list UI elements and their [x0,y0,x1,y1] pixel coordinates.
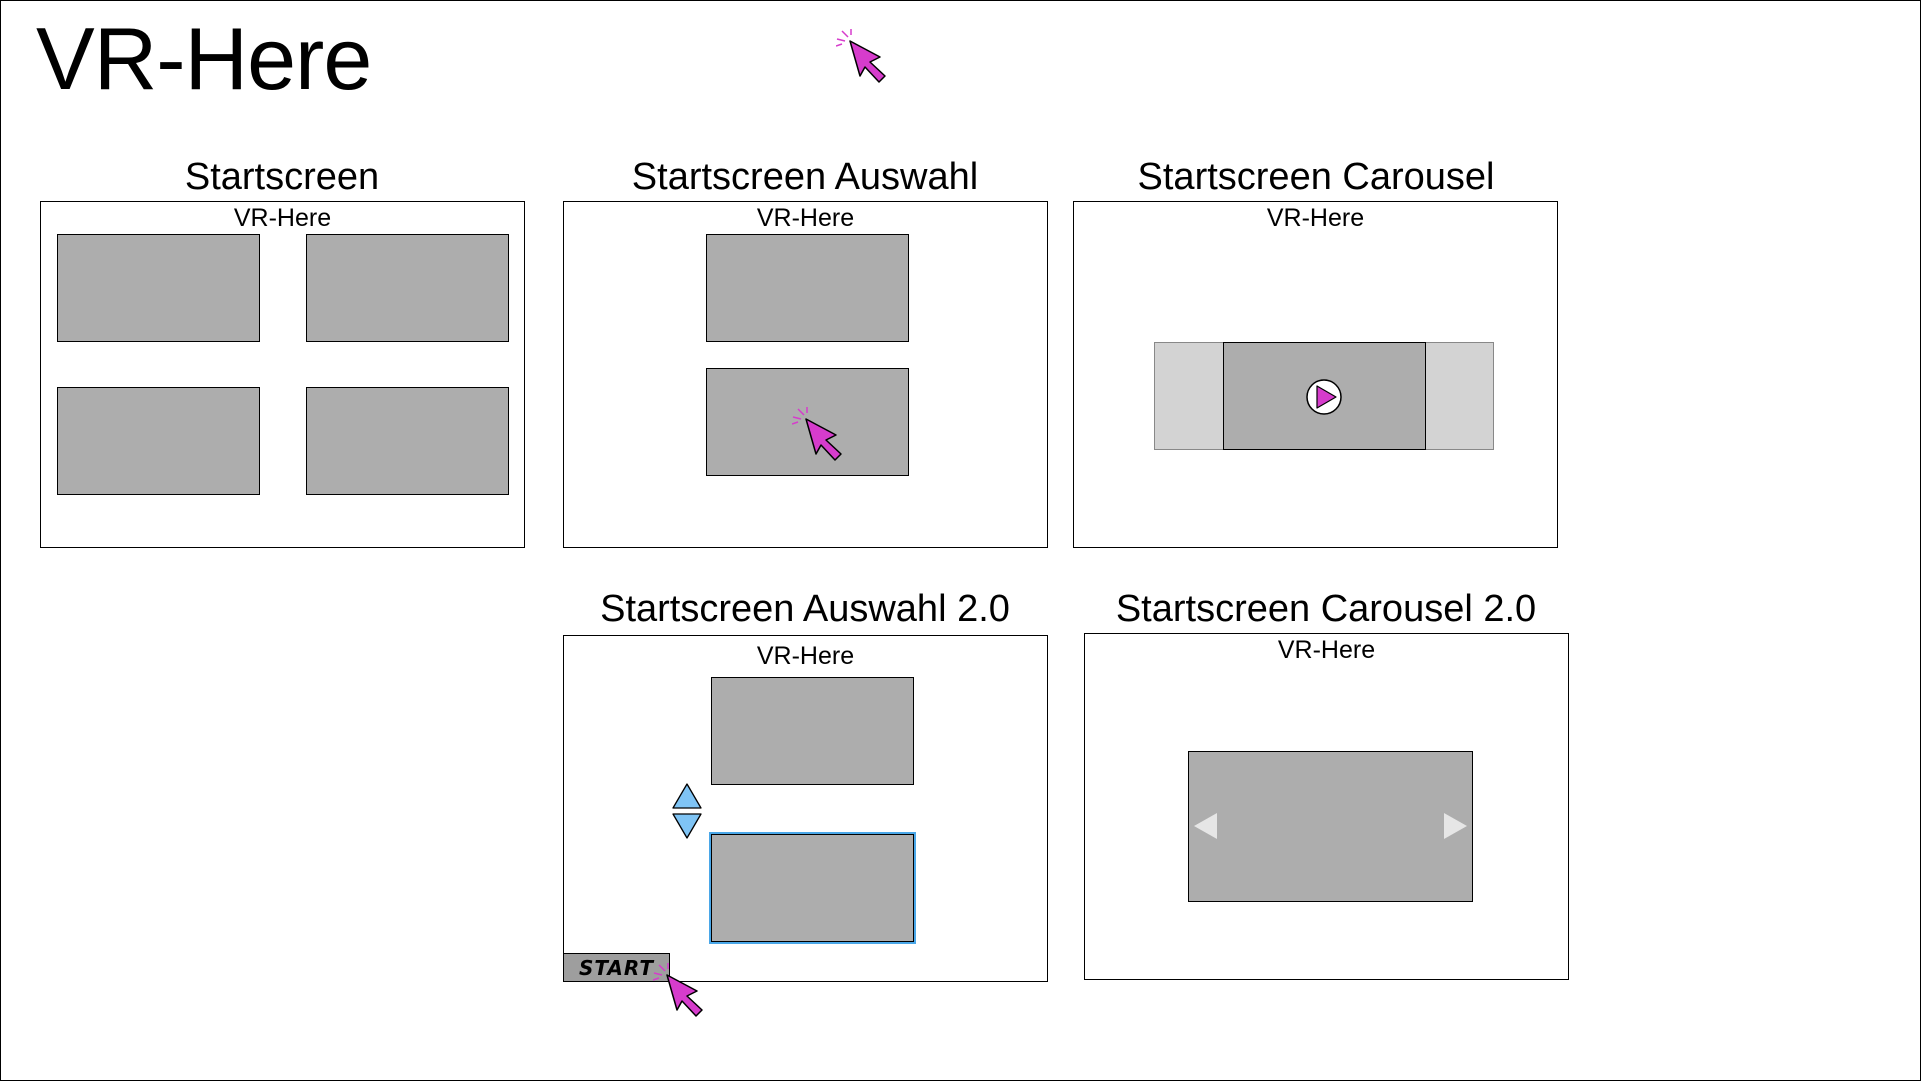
arrow-up-icon[interactable] [671,782,703,810]
play-icon[interactable] [1305,378,1343,416]
chevron-right-icon[interactable] [1442,810,1470,842]
panel-title-startscreen-carousel: Startscreen Carousel [1137,156,1495,198]
cursor-icon [836,29,886,83]
arrow-down-icon[interactable] [671,812,703,840]
menu-tile[interactable] [306,234,509,342]
panel-header: VR-Here [756,642,855,670]
menu-tile-selected[interactable] [709,832,916,944]
panel-title-startscreen-auswahl-2: Startscreen Auswahl 2.0 [600,588,1010,630]
menu-tile[interactable] [706,234,909,342]
carousel-side-tile[interactable] [1424,342,1494,450]
panel-startscreen-carousel: VR-Here [1073,201,1558,548]
panel-title-startscreen-carousel-2: Startscreen Carousel 2.0 [1115,588,1537,630]
panel-title-startscreen: Startscreen [184,156,380,198]
panel-startscreen-auswahl-2: VR-Here START [563,635,1048,982]
carousel-side-tile[interactable] [1154,342,1224,450]
chevron-left-icon[interactable] [1191,810,1219,842]
menu-tile[interactable] [306,387,509,495]
menu-tile[interactable] [57,387,260,495]
cursor-icon [653,963,703,1017]
panel-startscreen: VR-Here [40,201,525,548]
panel-startscreen-auswahl: VR-Here [563,201,1048,548]
panel-startscreen-carousel-2: VR-Here [1084,633,1569,980]
menu-tile[interactable] [57,234,260,342]
panel-header: VR-Here [756,204,855,232]
cursor-icon [792,407,842,461]
panel-title-startscreen-auswahl: Startscreen Auswahl [631,156,979,198]
panel-header: VR-Here [1266,204,1365,232]
menu-tile[interactable] [711,677,914,785]
panel-header: VR-Here [1277,636,1376,664]
panel-header: VR-Here [233,204,332,232]
start-button[interactable]: START [563,953,670,982]
page-title: VR-Here [36,9,372,108]
carousel-center-tile[interactable] [1188,751,1473,902]
